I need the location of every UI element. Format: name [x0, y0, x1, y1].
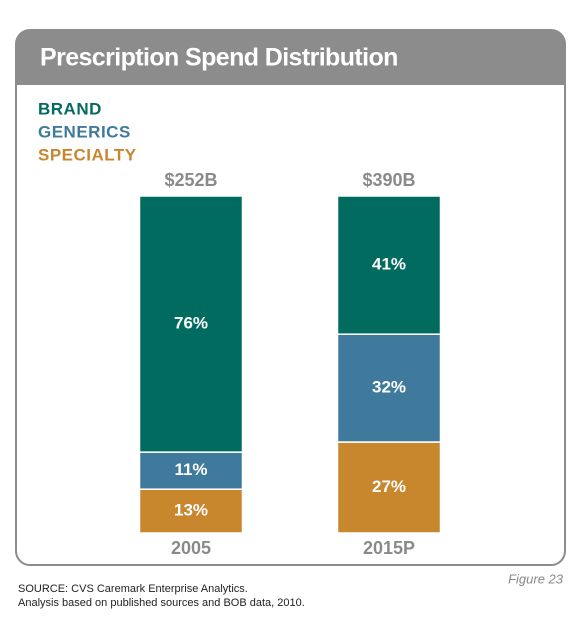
bar-segment — [336, 195, 442, 335]
x-tick-label: 2005 — [171, 538, 211, 558]
header-band — [16, 30, 565, 85]
total-label: $390B — [362, 170, 415, 190]
bar-segment — [336, 441, 442, 534]
legend-entry: BRAND — [38, 99, 102, 118]
x-tick-label: 2015P — [363, 538, 415, 558]
source-line: SOURCE: CVS Caremark Enterprise Analytic… — [18, 583, 248, 595]
value-label: 41% — [372, 255, 406, 274]
legend-entry: GENERICS — [38, 122, 131, 141]
bar-segment — [138, 195, 244, 453]
value-label: 13% — [174, 501, 208, 520]
bar-segment — [336, 333, 442, 443]
value-label: 27% — [372, 477, 406, 496]
value-label: 32% — [372, 378, 406, 397]
chart-title: Prescription Spend Distribution — [40, 44, 398, 72]
total-label: $252B — [164, 170, 217, 190]
value-label: 76% — [174, 314, 208, 333]
value-label: 11% — [174, 460, 207, 479]
legend-entry: SPECIALTY — [38, 145, 137, 164]
figure-label: Figure 23 — [508, 571, 564, 586]
source-line: Analysis based on published sources and … — [18, 597, 305, 609]
bar-segment — [138, 488, 244, 534]
